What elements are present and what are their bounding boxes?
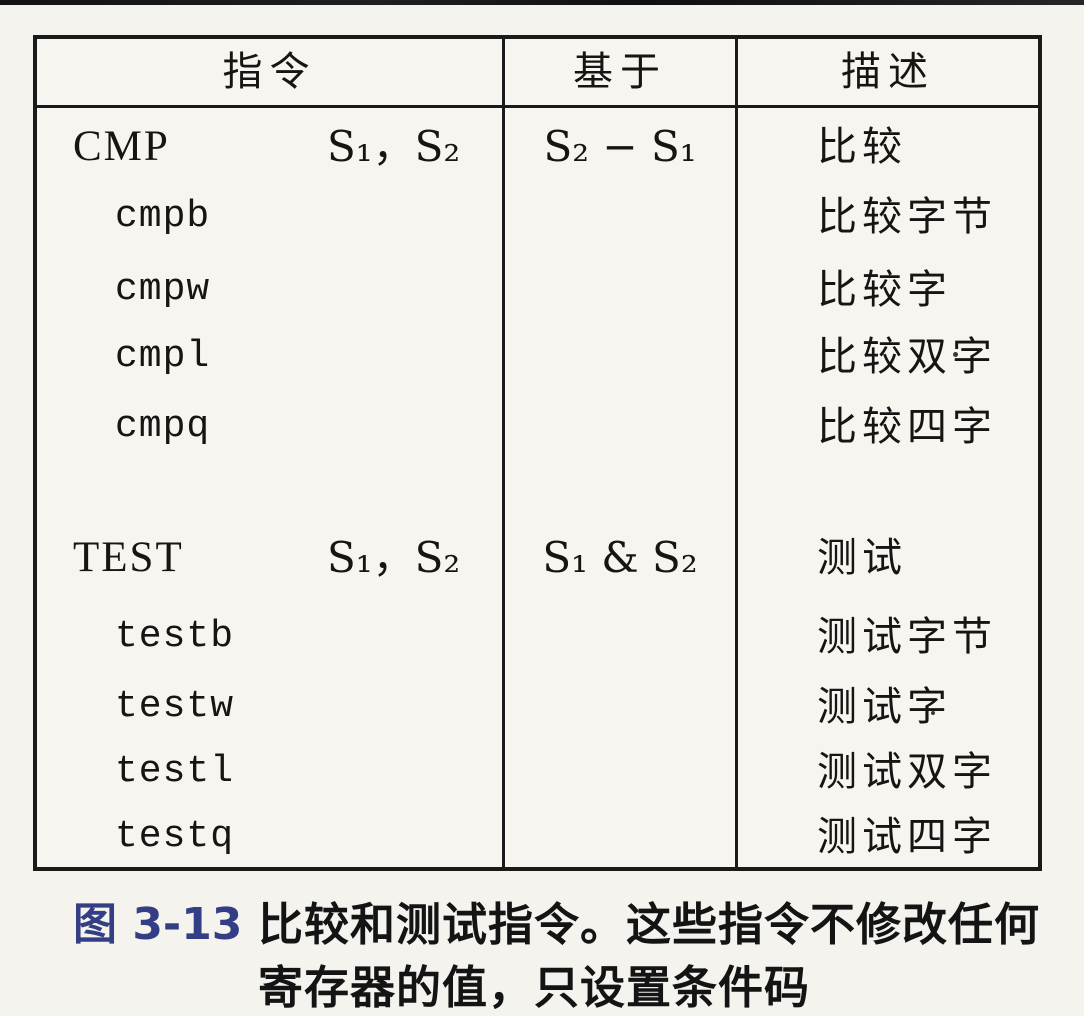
table-row: TEST S₁，S₂ S₁ & S₂ 测试 (37, 523, 1038, 593)
description-cell: 比较四字 (817, 404, 997, 449)
instruction-table: 指令 基于 描述 CMP S₁，S₂ S₂ − S₁ 比较 cmpb 比较字节 … (33, 35, 1042, 871)
table-row: testb 测试字节 (37, 602, 1038, 672)
instruction-name: cmpw (115, 268, 211, 311)
instruction-name: cmpq (115, 405, 211, 448)
description-cell: 测试四字 (817, 814, 997, 859)
instruction-name: testw (115, 685, 235, 728)
description-cell: 比较 (817, 124, 907, 169)
header-cell-description: 描述 (841, 49, 935, 94)
table-row: cmpw 比较字 (37, 255, 1038, 325)
table-row: cmpl 比较双字 (37, 322, 1038, 392)
figure-caption-line: 比较和测试指令。这些指令不修改任何 (258, 898, 1041, 951)
instruction-name: cmpb (115, 195, 211, 238)
instruction-operands: S₁，S₂ (327, 122, 461, 171)
table-row: cmpb 比较字节 (37, 182, 1038, 252)
based-on-formula: S₁ & S₂ (542, 533, 698, 582)
instruction-name: testl (115, 750, 235, 793)
description-cell: 测试 (817, 535, 907, 580)
table-row: cmpq 比较四字 (37, 392, 1038, 462)
header-cell-instruction: 指令 (222, 49, 317, 94)
instruction-name: TEST (73, 534, 184, 581)
scan-artifact-top-edge (0, 0, 1084, 5)
table-row: testw 测试字 (37, 672, 1038, 742)
header-cell-based-on: 基于 (573, 49, 667, 94)
description-cell: 比较字 (817, 267, 952, 312)
table-row: testq 测试四字 (37, 802, 1038, 872)
figure-caption-line: 寄存器的值，只设置条件码 (258, 961, 811, 1014)
instruction-name: cmpl (115, 335, 211, 378)
header-separator-line (37, 105, 1038, 108)
column-divider (735, 39, 738, 867)
column-divider (502, 39, 505, 867)
instruction-name: CMP (73, 123, 170, 170)
description-cell: 测试双字 (817, 749, 997, 794)
table-row: testl 测试双字 (37, 737, 1038, 807)
scan-artifact-speck (931, 711, 935, 715)
instruction-operands: S₁，S₂ (327, 533, 461, 582)
instruction-name: testq (115, 815, 235, 858)
description-cell: 比较字节 (817, 194, 997, 239)
instruction-name: testb (115, 615, 235, 658)
description-cell: 比较双字 (817, 334, 997, 379)
scan-artifact-speck (953, 352, 958, 357)
table-row: CMP S₁，S₂ S₂ − S₁ 比较 (37, 112, 1038, 182)
caption-label: 图 3-13 (73, 899, 243, 950)
description-cell: 测试字节 (817, 614, 997, 659)
description-cell: 测试字 (817, 684, 952, 729)
based-on-formula: S₂ − S₁ (543, 122, 697, 171)
